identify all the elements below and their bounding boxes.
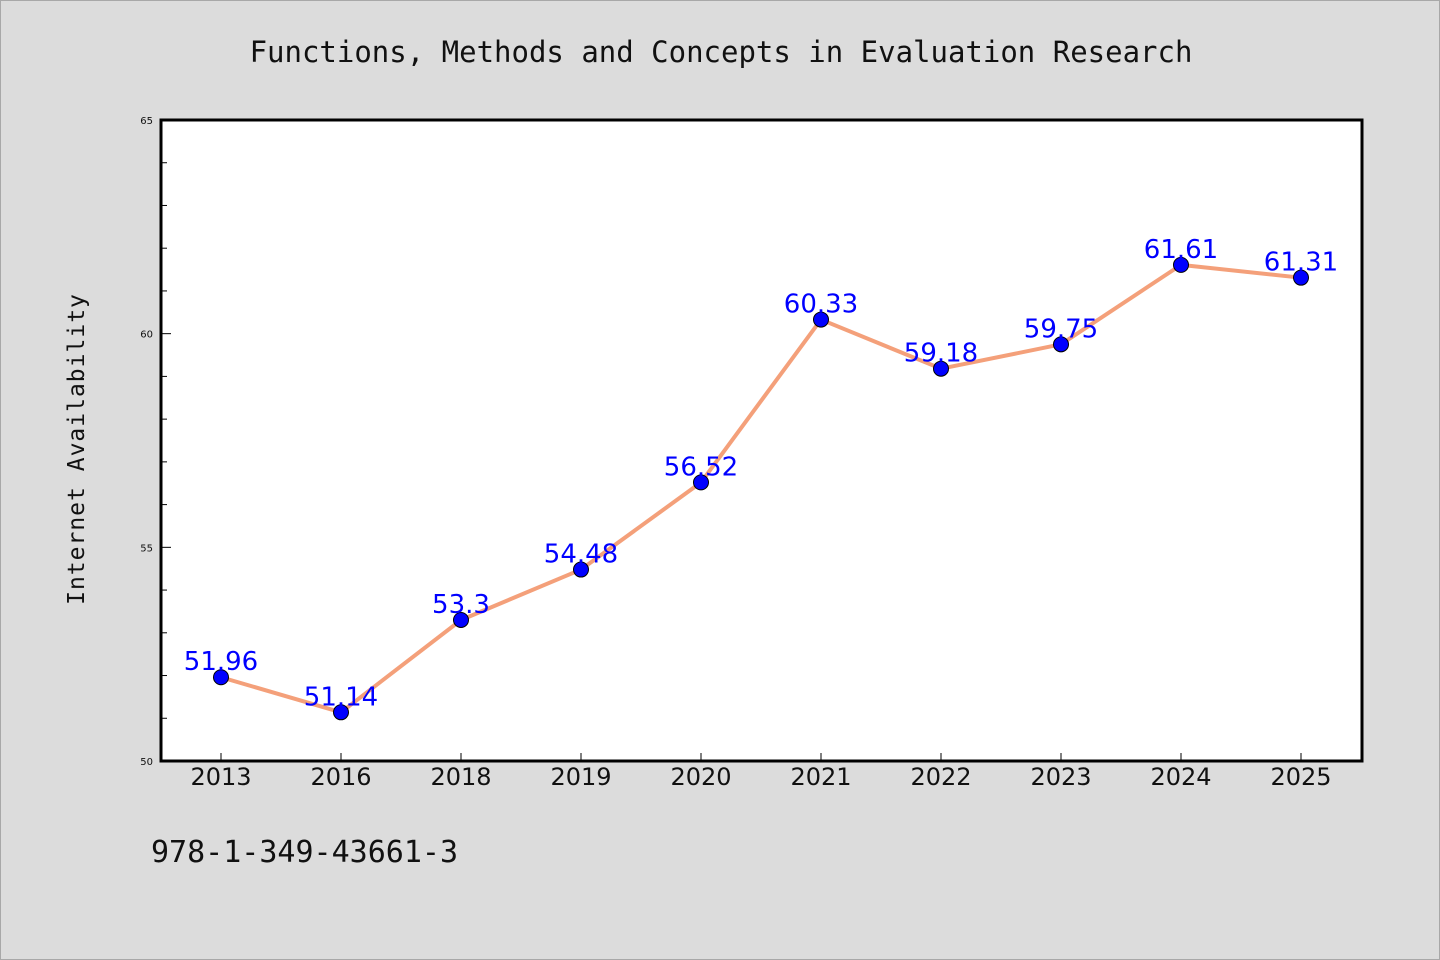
- x-tick-label: 2013: [190, 763, 251, 791]
- data-label: 53.3: [432, 590, 490, 620]
- chart-title: Functions, Methods and Concepts in Evalu…: [249, 35, 1193, 69]
- data-label: 61.31: [1264, 248, 1338, 278]
- data-label: 51.14: [304, 682, 378, 712]
- data-label: 51.96: [184, 647, 258, 677]
- data-point: [573, 561, 589, 578]
- data-point: [813, 311, 829, 328]
- x-tick-label: 2016: [310, 763, 371, 791]
- data-point: [333, 704, 349, 721]
- x-tick-label: 2021: [790, 763, 851, 791]
- x-tick-label: 2023: [1030, 763, 1091, 791]
- data-point: [693, 474, 709, 491]
- y-tick-label: 50: [140, 757, 153, 768]
- data-point: [933, 360, 949, 377]
- x-tick-label: 2024: [1150, 763, 1211, 791]
- data-label: 59.75: [1024, 314, 1098, 344]
- data-point: [213, 669, 229, 686]
- y-tick-label: 65: [140, 116, 153, 127]
- plot-area: [161, 120, 1362, 761]
- footer-code: 978-1-349-43661-3: [151, 835, 459, 870]
- x-tick-label: 2020: [670, 763, 731, 791]
- data-point: [453, 611, 469, 628]
- x-tick-label: 2025: [1270, 763, 1331, 791]
- plot-frame: [159, 118, 1364, 763]
- series-line: [219, 262, 1303, 715]
- x-tick-label: 2022: [910, 763, 971, 791]
- y-tick-label: 55: [140, 543, 153, 554]
- data-point: [1293, 269, 1309, 286]
- x-tick-label: 2018: [430, 763, 491, 791]
- data-label: 54.48: [544, 540, 618, 570]
- data-label: 61.61: [1144, 235, 1218, 265]
- data-label: 59.18: [904, 339, 978, 369]
- data-point: [1173, 256, 1189, 273]
- x-tick-label: 2019: [550, 763, 611, 791]
- data-label: 60.33: [784, 290, 858, 320]
- data-label: 56.52: [664, 452, 738, 482]
- data-point: [1053, 336, 1069, 353]
- y-tick-label: 60: [140, 330, 153, 341]
